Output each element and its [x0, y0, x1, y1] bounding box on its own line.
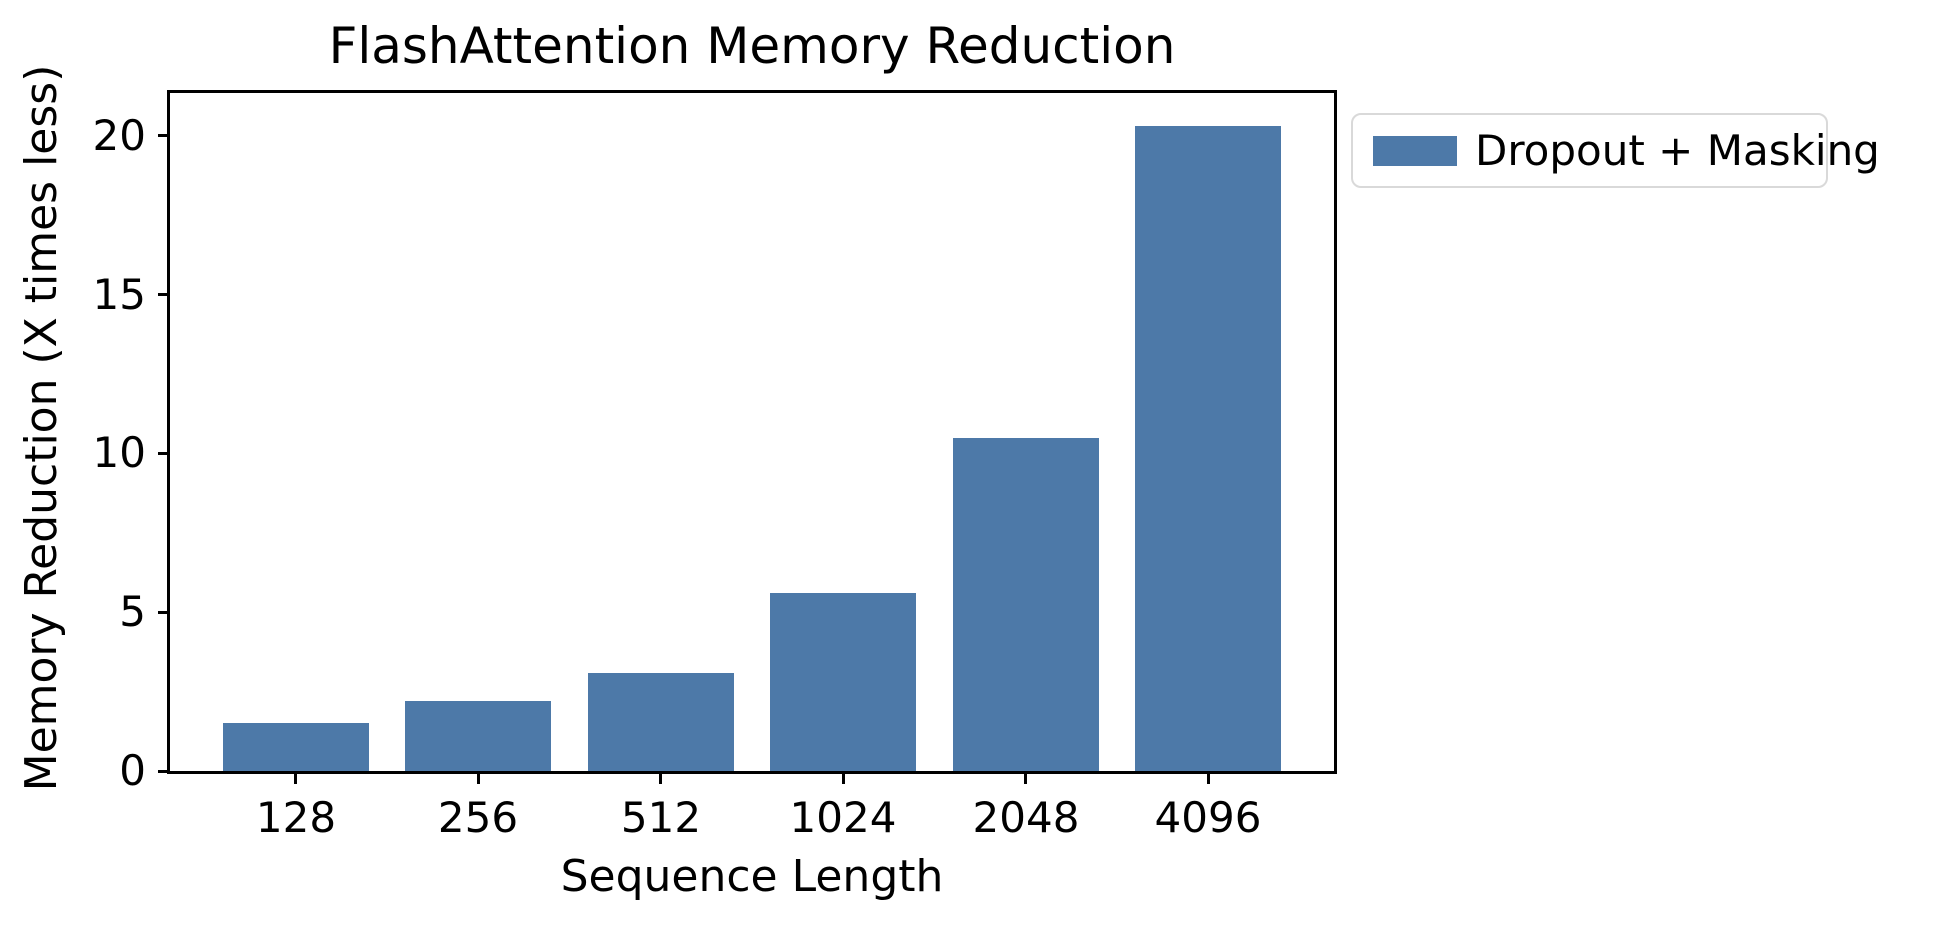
y-tick-mark-15: [158, 293, 170, 296]
y-tick-label-5: 5: [119, 587, 146, 636]
y-tick-label-0: 0: [119, 746, 146, 795]
x-tick-mark-512: [659, 772, 662, 784]
y-tick-mark-10: [158, 452, 170, 455]
x-tick-mark-1024: [842, 772, 845, 784]
x-tick-label-4096: 4096: [1154, 793, 1262, 842]
x-tick-mark-2048: [1024, 772, 1027, 784]
plot-area: [167, 90, 1337, 774]
bar-4096: [1135, 126, 1281, 771]
bar-256: [405, 701, 551, 771]
chart-title: FlashAttention Memory Reduction: [328, 17, 1176, 75]
y-axis-title: Memory Reduction (X times less): [16, 64, 67, 792]
x-tick-mark-4096: [1207, 772, 1210, 784]
x-tick-label-128: 128: [255, 793, 337, 842]
x-tick-mark-128: [294, 772, 297, 784]
x-axis-title: Sequence Length: [560, 851, 944, 902]
bar-2048: [953, 438, 1099, 771]
x-tick-label-1024: 1024: [789, 793, 897, 842]
x-tick-label-2048: 2048: [972, 793, 1080, 842]
legend-label: Dropout + Masking: [1475, 125, 1880, 175]
y-tick-mark-5: [158, 611, 170, 614]
bar-512: [588, 673, 734, 771]
y-tick-label-10: 10: [92, 428, 146, 477]
x-tick-mark-256: [477, 772, 480, 784]
y-tick-label-15: 15: [92, 270, 146, 319]
x-tick-label-512: 512: [620, 793, 702, 842]
bar-128: [223, 723, 369, 771]
bars-container: [170, 93, 1334, 771]
y-tick-mark-0: [158, 770, 170, 773]
bar-1024: [770, 593, 916, 771]
legend-swatch: [1373, 135, 1457, 166]
legend: Dropout + Masking: [1351, 113, 1880, 188]
y-tick-mark-20: [158, 134, 170, 137]
x-tick-label-256: 256: [437, 793, 519, 842]
y-tick-label-20: 20: [92, 111, 146, 160]
